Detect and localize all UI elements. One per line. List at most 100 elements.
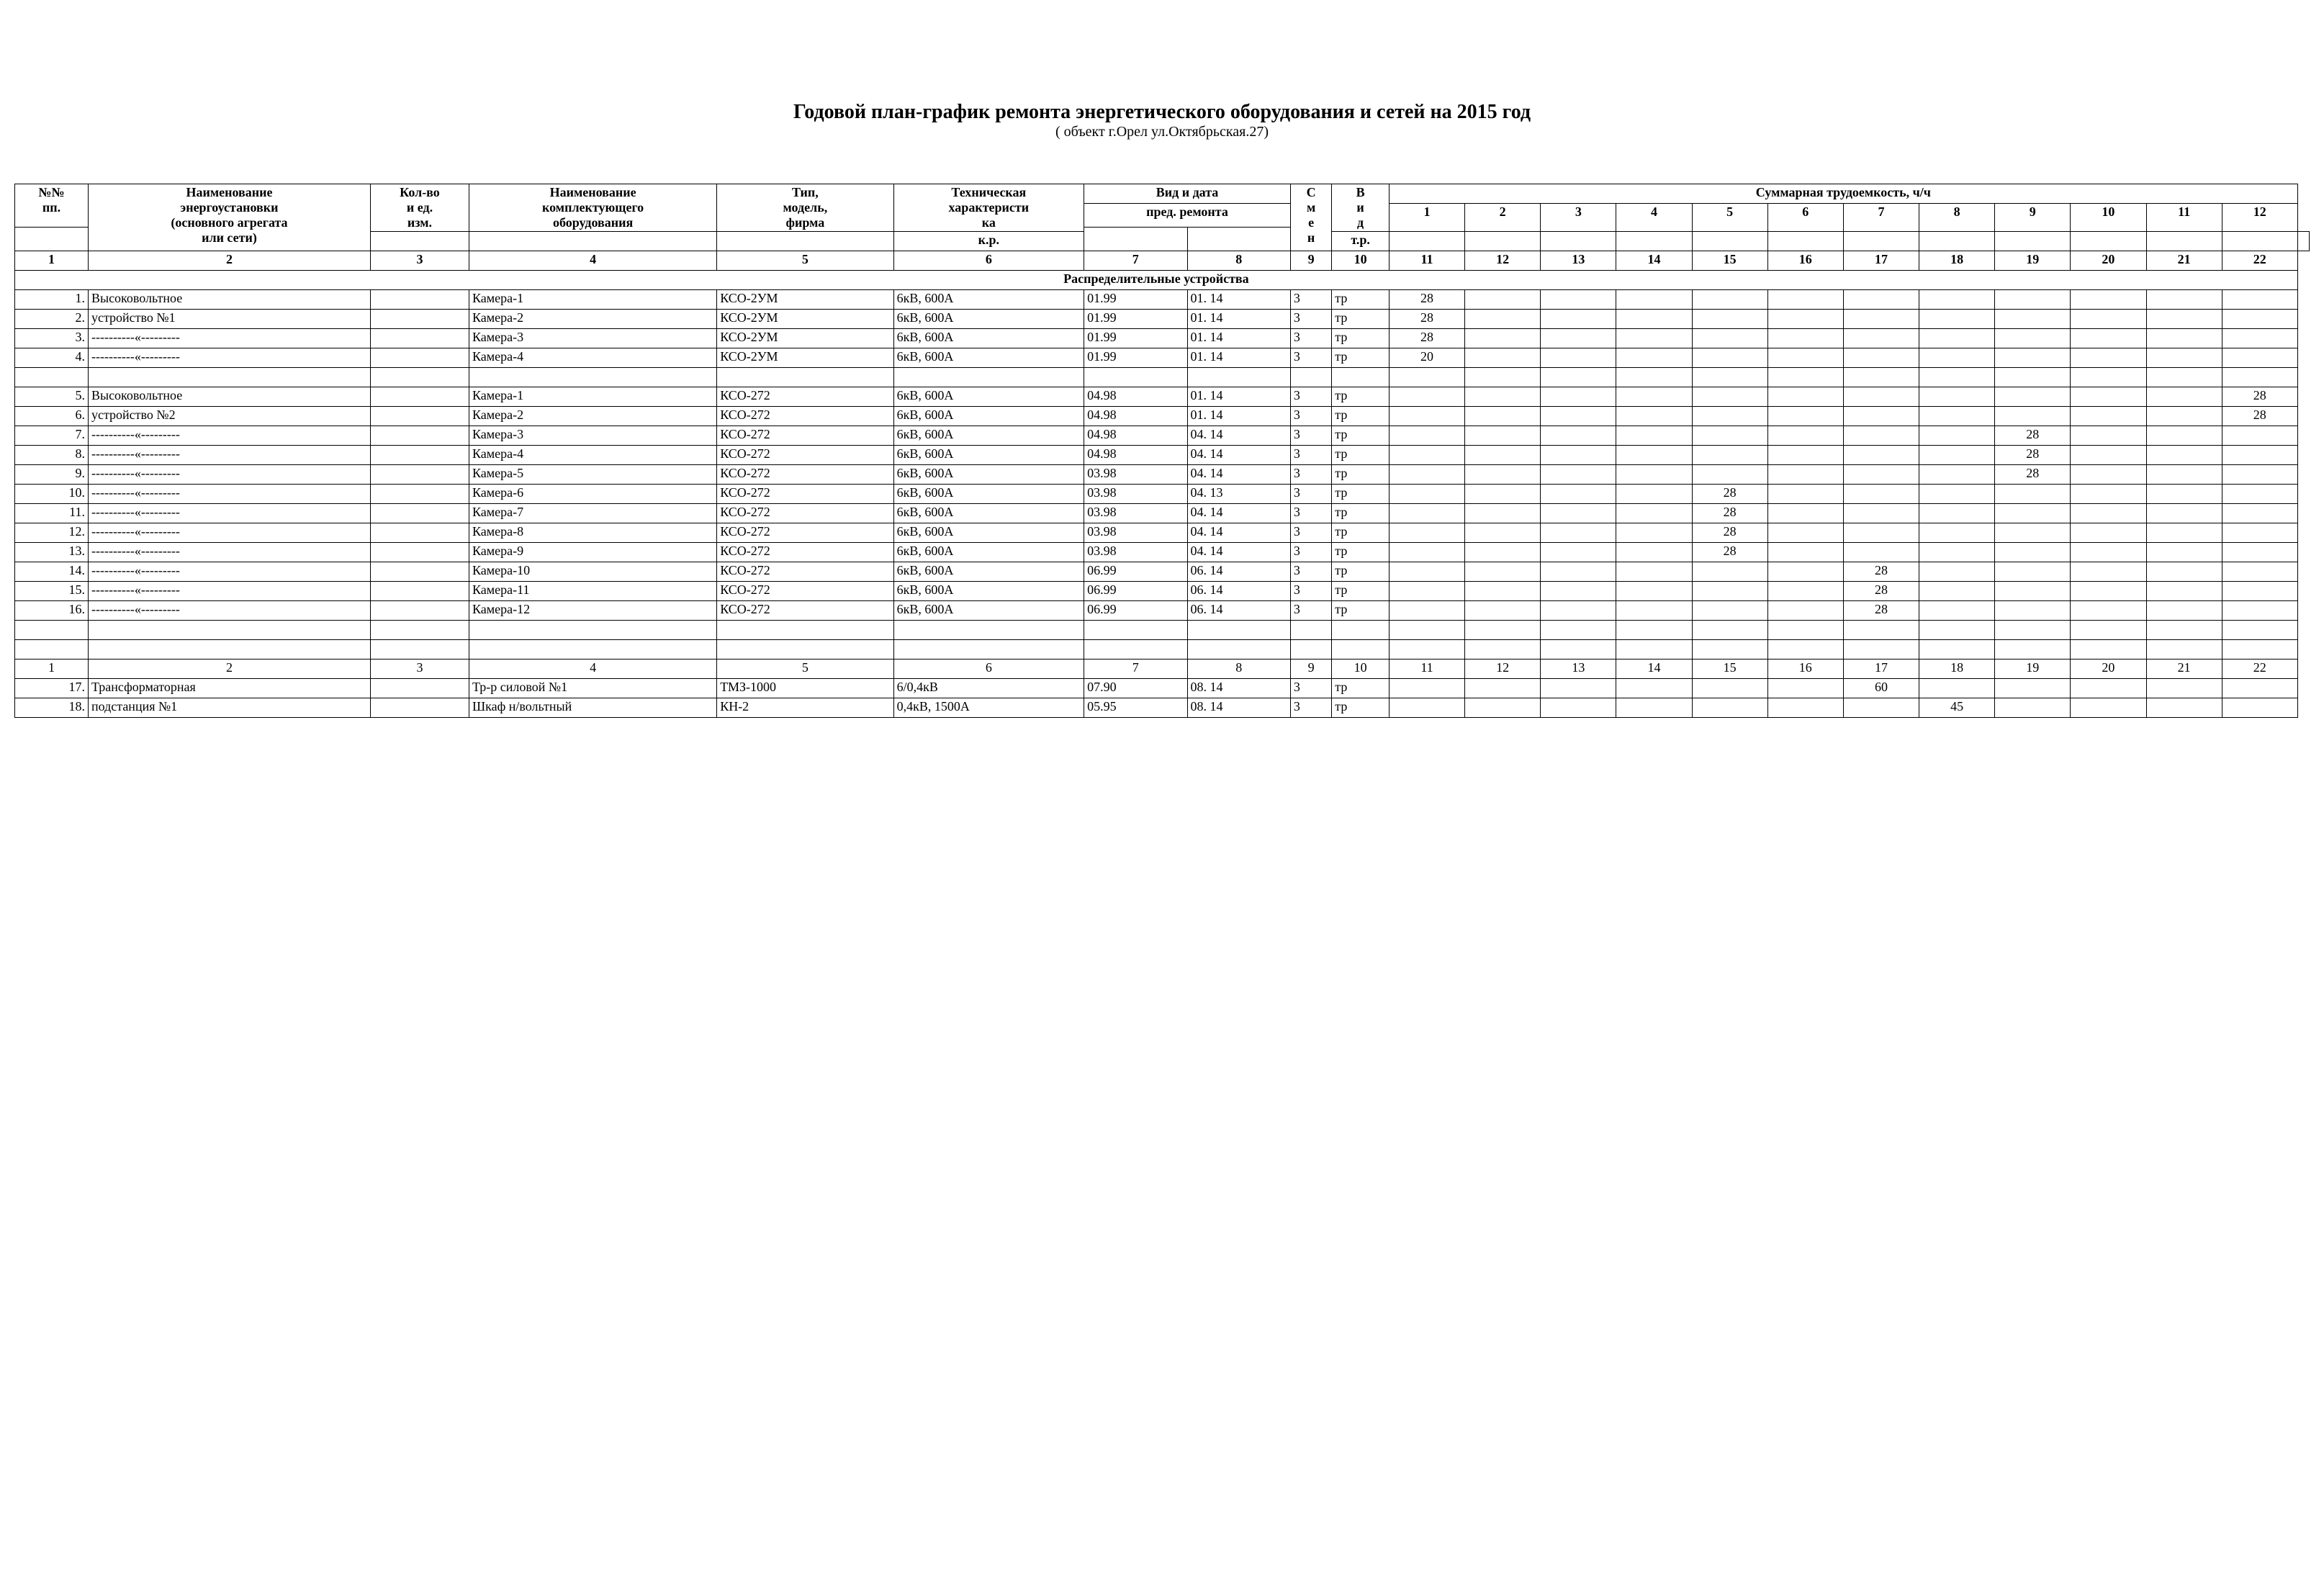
cell-kr: 07.90: [1084, 679, 1187, 698]
hdr-blank-21: [2222, 232, 2297, 251]
cell-unit: [370, 582, 469, 601]
cell-month-1: [1389, 543, 1464, 562]
blank-cell: [2222, 368, 2297, 387]
cell-month-12: 28: [2222, 387, 2297, 407]
cell-month-11: [2146, 310, 2222, 329]
blank-cell: [15, 640, 89, 660]
hdr-m1: 1: [1389, 204, 1464, 232]
numrow-cell: 3: [370, 660, 469, 679]
cell-kr: 04.98: [1084, 407, 1187, 426]
cell-month-12: [2222, 290, 2297, 310]
cell-month-5: [1692, 601, 1767, 621]
cell-month-2: [1465, 601, 1541, 621]
cell-tr: 04. 14: [1187, 504, 1290, 523]
cell-unit: [370, 407, 469, 426]
cell-name: ----------«---------: [88, 582, 370, 601]
hdr-blank-kr: [1084, 228, 1187, 251]
cell-num: 7.: [15, 426, 89, 446]
cell-comp: Камера-3: [469, 329, 717, 348]
cell-month-1: [1389, 485, 1464, 504]
cell-month-10: [2071, 310, 2146, 329]
cell-month-1: [1389, 504, 1464, 523]
hdr-blank-num: [15, 228, 89, 251]
blank-cell: [2071, 368, 2146, 387]
cell-vid: тр: [1332, 698, 1390, 718]
cell-tech: 6кВ, 600А: [893, 465, 1084, 485]
cell-month-2: [1465, 523, 1541, 543]
cell-month-12: [2222, 523, 2297, 543]
cell-vid: тр: [1332, 348, 1390, 368]
cell-tech: 6кВ, 600А: [893, 562, 1084, 582]
blank-cell: [893, 621, 1084, 640]
cell-month-3: [1541, 698, 1616, 718]
blank-cell: [88, 368, 370, 387]
blank-cell: [1616, 621, 1692, 640]
cell-tr: 04. 14: [1187, 446, 1290, 465]
cell-month-3: [1541, 329, 1616, 348]
blank-cell: [1995, 621, 2071, 640]
hdr-tech: Техническаяхарактеристика: [893, 184, 1084, 232]
blank-cell: [1541, 621, 1616, 640]
numrow-cell: 5: [717, 660, 893, 679]
table-row: 10.----------«---------Камера-6КСО-2726к…: [15, 485, 2310, 504]
cell-month-4: [1616, 679, 1692, 698]
cell-num: 2.: [15, 310, 89, 329]
cell-sm: 3: [1290, 290, 1331, 310]
blank-cell: [1541, 640, 1616, 660]
cell-month-9: [1995, 387, 2071, 407]
cell-month-9: 28: [1995, 446, 2071, 465]
blank-cell: [1332, 621, 1390, 640]
cell-month-6: [1767, 582, 1843, 601]
cell-month-2: [1465, 426, 1541, 446]
cell-month-5: [1692, 465, 1767, 485]
cell-month-9: [1995, 485, 2071, 504]
cell-month-4: [1616, 426, 1692, 446]
cell-tr: 01. 14: [1187, 348, 1290, 368]
cell-month-4: [1616, 582, 1692, 601]
hdr-tr: т.р.: [1332, 232, 1390, 251]
cell-unit: [370, 387, 469, 407]
cell-num: 17.: [15, 679, 89, 698]
cell-month-7: [1843, 426, 1919, 446]
hdr-blank-10: [1389, 232, 1464, 251]
cell-month-6: [1767, 523, 1843, 543]
cell-comp: Камера-2: [469, 310, 717, 329]
cell-month-8: [1919, 601, 1995, 621]
cell-month-8: [1919, 426, 1995, 446]
cell-month-10: [2071, 387, 2146, 407]
cell-model: КСО-272: [717, 562, 893, 582]
cell-month-4: [1616, 407, 1692, 426]
cell-name: ----------«---------: [88, 523, 370, 543]
cell-tech: 0,4кВ, 1500А: [893, 698, 1084, 718]
hdr-blank-3: [370, 232, 469, 251]
cell-month-8: [1919, 465, 1995, 485]
cell-month-11: [2146, 698, 2222, 718]
cell-month-2: [1465, 562, 1541, 582]
hdr-m10: 10: [2071, 204, 2146, 232]
hdr-model: Тип,модель,фирма: [717, 184, 893, 232]
cell-month-2: [1465, 543, 1541, 562]
cell-month-11: [2146, 348, 2222, 368]
blank-cell: [893, 368, 1084, 387]
blank-cell: [1692, 640, 1767, 660]
cell-month-6: [1767, 485, 1843, 504]
blank-cell: [1767, 640, 1843, 660]
cell-month-6: [1767, 407, 1843, 426]
cell-month-8: [1919, 387, 1995, 407]
hdr-blank-12: [1541, 232, 1616, 251]
cell-comp: Камера-5: [469, 465, 717, 485]
cell-month-6: [1767, 348, 1843, 368]
cell-month-3: [1541, 465, 1616, 485]
cell-month-3: [1541, 582, 1616, 601]
cell-month-2: [1465, 310, 1541, 329]
cell-month-1: [1389, 426, 1464, 446]
cell-month-2: [1465, 485, 1541, 504]
cell-month-1: [1389, 446, 1464, 465]
cell-month-4: [1616, 523, 1692, 543]
cell-num: 3.: [15, 329, 89, 348]
cell-month-1: [1389, 562, 1464, 582]
cell-tech: 6кВ, 600А: [893, 329, 1084, 348]
numrow-cell: 16: [1767, 660, 1843, 679]
cell-month-10: [2071, 407, 2146, 426]
cell-name: ----------«---------: [88, 543, 370, 562]
